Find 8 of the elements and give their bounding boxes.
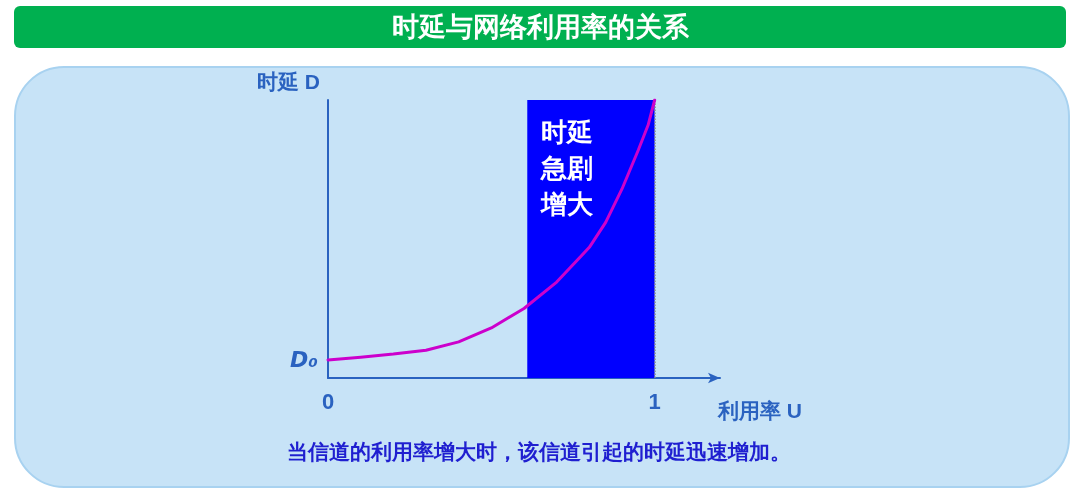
band-label: 时延急剧增大 xyxy=(540,117,595,219)
annotation: D₀ xyxy=(290,347,319,373)
x-axis-title: 利用率 U xyxy=(717,399,802,422)
chart-title: 时延与网络利用率的关系 xyxy=(14,6,1066,48)
x-tick-label: 0 xyxy=(321,388,335,414)
x-tick-label: 1 xyxy=(648,388,661,414)
y-axis-title: 时延 D xyxy=(257,70,320,93)
text: 当信道的利用率增大时，该信道引起的时延迅速增加。 xyxy=(286,439,792,466)
